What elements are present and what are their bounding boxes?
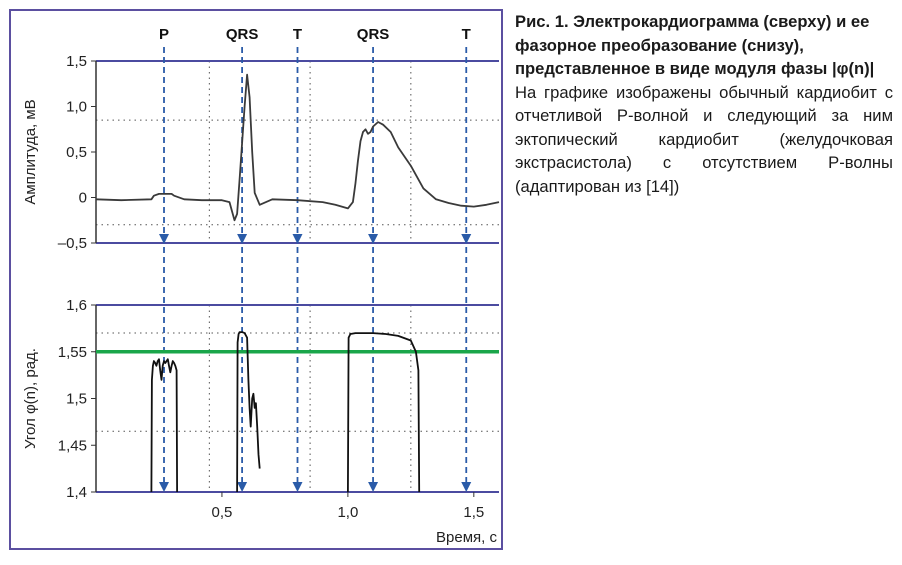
bottom-ytick-label-2: 1,5 — [66, 391, 87, 408]
bottom-arrow-3 — [368, 482, 379, 492]
wave-label-1: QRS — [226, 26, 259, 43]
bottom-ytick-label-3: 1,45 — [58, 437, 87, 454]
top-ytick-label-2: 0,5 — [66, 144, 87, 161]
top-ytick-label-4: –0,5 — [58, 235, 87, 252]
bottom-ytick-label-0: 1,6 — [66, 297, 87, 314]
bottom-y-axis-label: Угол φ(n), рад. — [22, 348, 39, 449]
xtick-label-1: 1,0 — [337, 504, 358, 521]
wave-label-4: T — [462, 26, 471, 43]
figure-caption: Рис. 1. Электрокардиограмма (сверху) и е… — [515, 10, 893, 198]
bottom-arrow-1 — [237, 482, 248, 492]
chart-svg: 1,5 1,0 0,5 0 –0,5 1,6 1,55 1,5 1,45 1,4 0,5 1,0 1,5… — [22, 26, 500, 546]
top-y-axis-label: Амплитуда, мВ — [22, 99, 39, 204]
phase-series-line-0 — [150, 358, 178, 493]
caption-title: Рис. 1. Электрокардиограмма (сверху) и е… — [515, 12, 875, 78]
bottom-ytick-label-4: 1,4 — [66, 484, 87, 501]
top-arrow-1 — [237, 234, 248, 244]
bottom-arrow-0 — [159, 482, 170, 492]
chart-frame: 1,5 1,0 0,5 0 –0,5 1,6 1,55 1,5 1,45 1,4 0,5 1,0 1,5… — [9, 9, 503, 550]
top-ytick-label-1: 1,0 — [66, 99, 87, 116]
xtick-label-2: 1,5 — [463, 504, 484, 521]
ecg-series-line — [95, 73, 500, 222]
phase-series-line-1 — [236, 331, 261, 493]
bottom-arrow-2 — [292, 482, 303, 492]
top-arrow-4 — [461, 234, 472, 244]
phase-series-line-2 — [347, 332, 421, 493]
wave-label-0: P — [159, 26, 169, 43]
top-arrow-3 — [368, 234, 379, 244]
top-arrow-2 — [292, 234, 303, 244]
x-axis-label: Время, с — [436, 529, 497, 546]
caption-body: На графике изображены обычный кардиобит … — [515, 82, 893, 196]
top-ytick-label-3: 0 — [79, 190, 87, 207]
wave-label-2: T — [293, 26, 302, 43]
bottom-ytick-label-1: 1,55 — [58, 344, 87, 361]
top-arrow-0 — [159, 234, 170, 244]
top-ytick-label-0: 1,5 — [66, 53, 87, 70]
xtick-label-0: 0,5 — [212, 504, 233, 521]
bottom-arrow-4 — [461, 482, 472, 492]
wave-label-3: QRS — [357, 26, 390, 43]
